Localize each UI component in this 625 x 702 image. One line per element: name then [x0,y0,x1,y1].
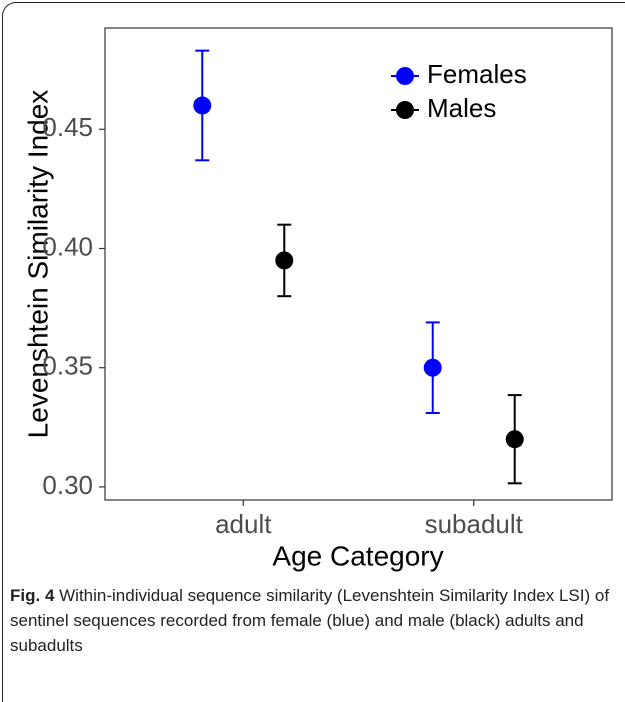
chart: Age Category Levenshtein Similarity Inde… [22,27,613,571]
point [275,251,294,270]
caption: Fig. 4 Within-individual sequence simila… [10,583,610,658]
x-axis-title: Age Category [272,540,443,571]
legend-label: Males [427,93,496,123]
y-tick-label: 0.35 [42,351,93,381]
x-tick-label: adult [215,509,272,539]
y-axis-title: Levenshtein Similarity Index [22,90,53,439]
point [505,430,524,449]
caption-text: Within-individual sequence similarity (L… [10,586,610,655]
y-tick-label: 0.30 [42,470,93,500]
y-tick-label: 0.45 [42,112,93,142]
x-tick-label: subadult [425,509,524,539]
legend-key [396,101,414,119]
point [423,358,442,377]
legend-key [396,67,414,85]
legend-label: Females [427,59,527,89]
caption-label: Fig. 4 [10,586,55,605]
y-tick-label: 0.40 [42,231,93,261]
plot-panel [104,27,613,501]
point [193,96,212,115]
